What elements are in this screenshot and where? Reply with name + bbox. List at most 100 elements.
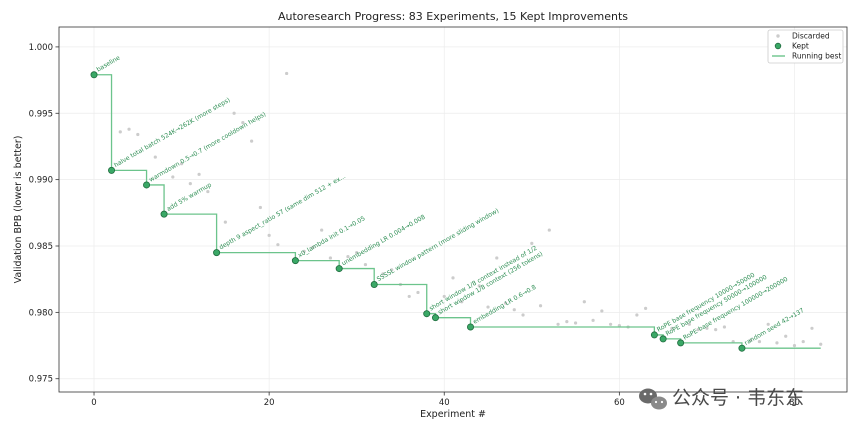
y-tick-label: 1.000 [29, 43, 53, 53]
discarded-point [714, 328, 718, 332]
x-axis-label: Experiment # [420, 409, 486, 420]
discarded-point [460, 300, 464, 304]
x-tick-label: 20 [264, 398, 275, 408]
discarded-point [346, 255, 350, 259]
x-tick-label: 60 [614, 398, 625, 408]
kept-point [738, 344, 746, 352]
discarded-point [775, 341, 779, 345]
discarded-point [687, 322, 692, 326]
discarded-point [390, 268, 394, 272]
discarded-point [644, 306, 648, 310]
discarded-point [171, 175, 175, 179]
discarded-point [206, 189, 210, 194]
axis-ticks: 0 20 40 60 80 0.975 0.980 0.985 0.990 0.995 1.000 [29, 43, 800, 408]
discarded-point [250, 139, 254, 143]
watermark-text: 公众号 · 韦东东 [672, 387, 804, 409]
x-tick-label: 80 [789, 398, 800, 408]
discarded-point [495, 256, 499, 260]
y-tick-label: 0.995 [29, 109, 53, 119]
discarded-point [302, 249, 306, 253]
discarded-point [749, 338, 753, 342]
discarded-point [573, 321, 578, 325]
discarded-point [363, 262, 368, 267]
discarded-point [801, 339, 805, 344]
discarded-point [600, 309, 604, 313]
discarded-point [635, 313, 639, 317]
kept-point [467, 323, 475, 331]
kept-point [291, 257, 299, 265]
kept-point [659, 335, 667, 343]
legend-marker-discarded [776, 34, 780, 38]
discarded-point [565, 320, 569, 324]
discarded-point [311, 245, 315, 249]
discarded-point [328, 256, 333, 260]
discarded-point [223, 220, 227, 224]
kept-point [143, 181, 151, 189]
y-tick-label: 0.975 [29, 375, 53, 385]
discarded-point [451, 276, 455, 280]
discarded-point [232, 111, 236, 115]
discarded-point [722, 325, 727, 329]
legend-marker-kept [774, 42, 782, 50]
discarded-point [355, 251, 359, 255]
y-axis-label: Validation BPB (lower is better) [13, 136, 24, 284]
discarded-point [416, 290, 420, 295]
discarded-point [127, 127, 131, 131]
kept-point [431, 314, 439, 322]
discarded-point [670, 326, 674, 330]
y-tick-label: 0.980 [29, 308, 53, 318]
kept-points [90, 71, 746, 352]
chart-title: Autoresearch Progress: 83 Experiments, 1… [278, 10, 628, 23]
discarded-point [442, 294, 446, 299]
discarded-point [766, 322, 770, 326]
x-tick-label: 40 [439, 398, 450, 408]
discarded-point [696, 328, 700, 332]
discarded-point [258, 205, 262, 210]
discarded-point [136, 132, 140, 137]
discarded-point [486, 305, 490, 309]
watermark: 公众号 · 韦东东 [639, 387, 804, 410]
x-tick-label: 0 [91, 398, 96, 408]
discarded-point [118, 130, 122, 134]
discarded-point [810, 326, 814, 330]
discarded-point [819, 342, 823, 346]
discarded-point [477, 284, 481, 288]
discarded-point [591, 318, 595, 322]
discarded-point [407, 294, 411, 299]
discarded-point [547, 228, 551, 232]
legend-box [767, 29, 844, 64]
kept-point [90, 71, 98, 79]
discarded-point [538, 304, 543, 308]
kept-point [335, 265, 343, 273]
discarded-point [503, 301, 508, 305]
kept-point [370, 280, 378, 288]
legend-label-kept: Kept [792, 42, 809, 51]
grid [59, 27, 847, 392]
plot-frame [58, 26, 848, 393]
kept-point [108, 166, 116, 174]
discarded-point [267, 233, 271, 237]
discarded-point [512, 308, 516, 312]
discarded-point [582, 300, 586, 304]
discarded-point [197, 172, 201, 176]
discarded-point [276, 243, 280, 247]
kept-point [677, 339, 685, 347]
legend-label-discarded: Discarded [792, 32, 830, 41]
discarded-point [757, 339, 762, 344]
discarded-points [118, 71, 823, 348]
discarded-point [381, 272, 385, 276]
discarded-point [556, 322, 560, 326]
discarded-point [792, 343, 797, 348]
kept-point [160, 210, 168, 218]
y-tick-label: 0.985 [29, 242, 53, 252]
kept-point [213, 249, 221, 257]
discarded-point [153, 155, 157, 159]
legend-label-running: Running best [792, 52, 841, 61]
discarded-point [241, 120, 245, 125]
discarded-point [285, 71, 289, 76]
discarded-point [320, 228, 324, 232]
discarded-point [188, 182, 192, 186]
kept-point [650, 331, 658, 339]
kept-point [423, 310, 431, 318]
